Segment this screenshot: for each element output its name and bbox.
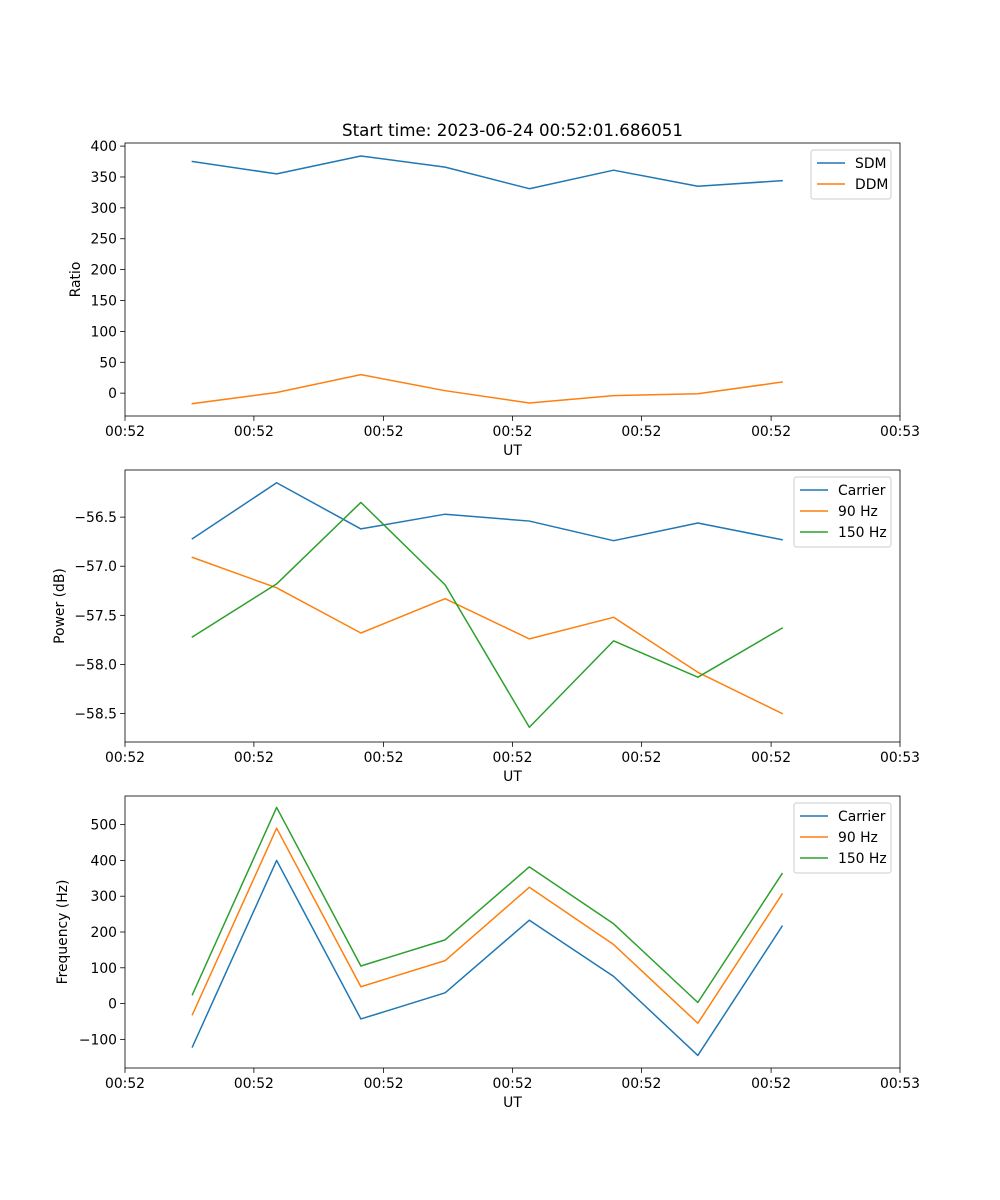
y-tick-label: −57.0 (74, 559, 117, 575)
x-tick-label: 00:52 (621, 1076, 661, 1092)
y-tick-label: −56.5 (74, 510, 117, 526)
legend-label-90-hz: 90 Hz (838, 830, 878, 846)
legend: Carrier 90 Hz 150 Hz (793, 476, 892, 548)
legend-label-sdm: SDM (855, 156, 887, 172)
legend-label-carrier: Carrier (838, 483, 886, 499)
x-tick-label: 00:53 (880, 750, 920, 766)
x-tick-label: 00:52 (364, 424, 404, 440)
y-tick-label: 100 (90, 324, 117, 340)
series-line-carrier (191, 859, 784, 1057)
legend-label-ddm: DDM (855, 177, 888, 193)
x-tick-label: 00:52 (492, 750, 532, 766)
x-tick-label: 00:52 (234, 424, 274, 440)
x-tick-label: 00:52 (234, 1076, 274, 1092)
series-line-90-hz (191, 556, 784, 715)
series-line-carrier (191, 482, 783, 542)
y-tick-label: 200 (90, 263, 117, 279)
power-panel: 00:52 00:52 00:52 00:52 00:52 00:52 00:53 −56.5… (52, 469, 920, 785)
frequency-panel: 00:52 00:52 00:52 00:52 00:52 00:52 00:53 −100 0… (55, 795, 920, 1111)
y-axis-label: Ratio (68, 262, 84, 298)
y-axis-label: Power (dB) (52, 568, 68, 644)
x-tick-label: 00:52 (751, 750, 791, 766)
x-tick-label: 00:53 (880, 424, 920, 440)
y-tick-label: 50 (99, 355, 117, 371)
y-tick-label: 350 (90, 170, 117, 186)
y-tick-label: 250 (90, 232, 117, 248)
series-line-150-hz (191, 806, 784, 1004)
x-tick-label: 00:52 (621, 750, 661, 766)
x-tick-label: 00:52 (492, 1076, 532, 1092)
legend-box (793, 802, 892, 874)
x-tick-label: 00:52 (621, 424, 661, 440)
y-tick-label: 150 (90, 294, 117, 310)
legend: SDM DDM (810, 149, 892, 200)
x-tick-label: 00:52 (364, 1076, 404, 1092)
x-tick-label: 00:52 (105, 424, 145, 440)
x-tick-label: 00:52 (492, 424, 532, 440)
x-tick-label: 00:52 (234, 750, 274, 766)
legend-box (793, 476, 892, 548)
y-tick-label: 300 (90, 889, 117, 905)
x-tick-label: 00:52 (105, 1076, 145, 1092)
x-tick-label: 00:52 (105, 750, 145, 766)
series-line-150-hz (191, 501, 784, 729)
y-tick-label: 100 (90, 961, 117, 977)
y-tick-label: 300 (90, 201, 117, 217)
series-line-ddm (191, 373, 783, 405)
x-tick-label: 00:53 (880, 1076, 920, 1092)
x-axis-label: UT (503, 1095, 522, 1111)
x-axis-label: UT (503, 769, 522, 785)
series-line-90-hz (191, 827, 784, 1025)
legend-label-150-hz: 150 Hz (838, 525, 887, 541)
series-line-sdm (191, 155, 783, 190)
y-tick-label: 400 (90, 853, 117, 869)
y-tick-label: 200 (90, 925, 117, 941)
x-axis-label: UT (503, 443, 522, 459)
x-tick-label: 00:52 (751, 424, 791, 440)
x-tick-label: 00:52 (751, 1076, 791, 1092)
legend-label-90-hz: 90 Hz (838, 504, 878, 520)
y-axis-label: Frequency (Hz) (55, 880, 71, 985)
legend: Carrier 90 Hz 150 Hz (793, 802, 892, 874)
y-tick-label: 500 (90, 818, 117, 834)
y-tick-label: −100 (79, 1032, 117, 1048)
figure-title: Start time: 2023-06-24 00:52:01.686051 (342, 120, 683, 140)
ratio-panel: 00:52 00:52 00:52 00:52 00:52 00:52 00:53 0 50 10… (68, 139, 920, 459)
y-tick-label: −58.5 (74, 707, 117, 723)
y-tick-label: 0 (108, 997, 117, 1013)
y-tick-label: −57.5 (74, 608, 117, 624)
legend-label-150-hz: 150 Hz (838, 851, 887, 867)
x-tick-label: 00:52 (364, 750, 404, 766)
legend-label-carrier: Carrier (838, 809, 886, 825)
y-tick-label: 0 (108, 386, 117, 402)
y-tick-label: −58.0 (74, 657, 117, 673)
y-tick-label: 400 (90, 139, 117, 155)
